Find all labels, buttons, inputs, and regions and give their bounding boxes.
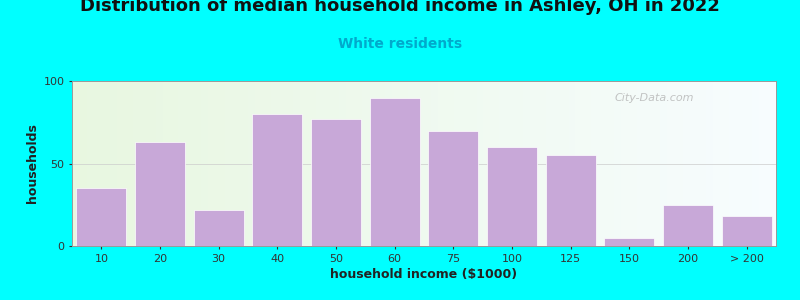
Text: Distribution of median household income in Ashley, OH in 2022: Distribution of median household income …: [80, 0, 720, 15]
Bar: [135, 142, 185, 246]
Bar: [487, 147, 537, 246]
Bar: [663, 205, 713, 246]
Bar: [429, 130, 478, 246]
X-axis label: household income ($1000): household income ($1000): [330, 268, 518, 281]
Text: White residents: White residents: [338, 37, 462, 51]
Bar: [370, 98, 419, 246]
Bar: [311, 119, 361, 246]
Bar: [546, 155, 595, 246]
Bar: [722, 216, 771, 246]
Bar: [77, 188, 126, 246]
Text: City-Data.com: City-Data.com: [614, 92, 694, 103]
Bar: [605, 238, 654, 246]
Bar: [253, 114, 302, 246]
Bar: [194, 210, 243, 246]
Y-axis label: households: households: [26, 124, 39, 203]
